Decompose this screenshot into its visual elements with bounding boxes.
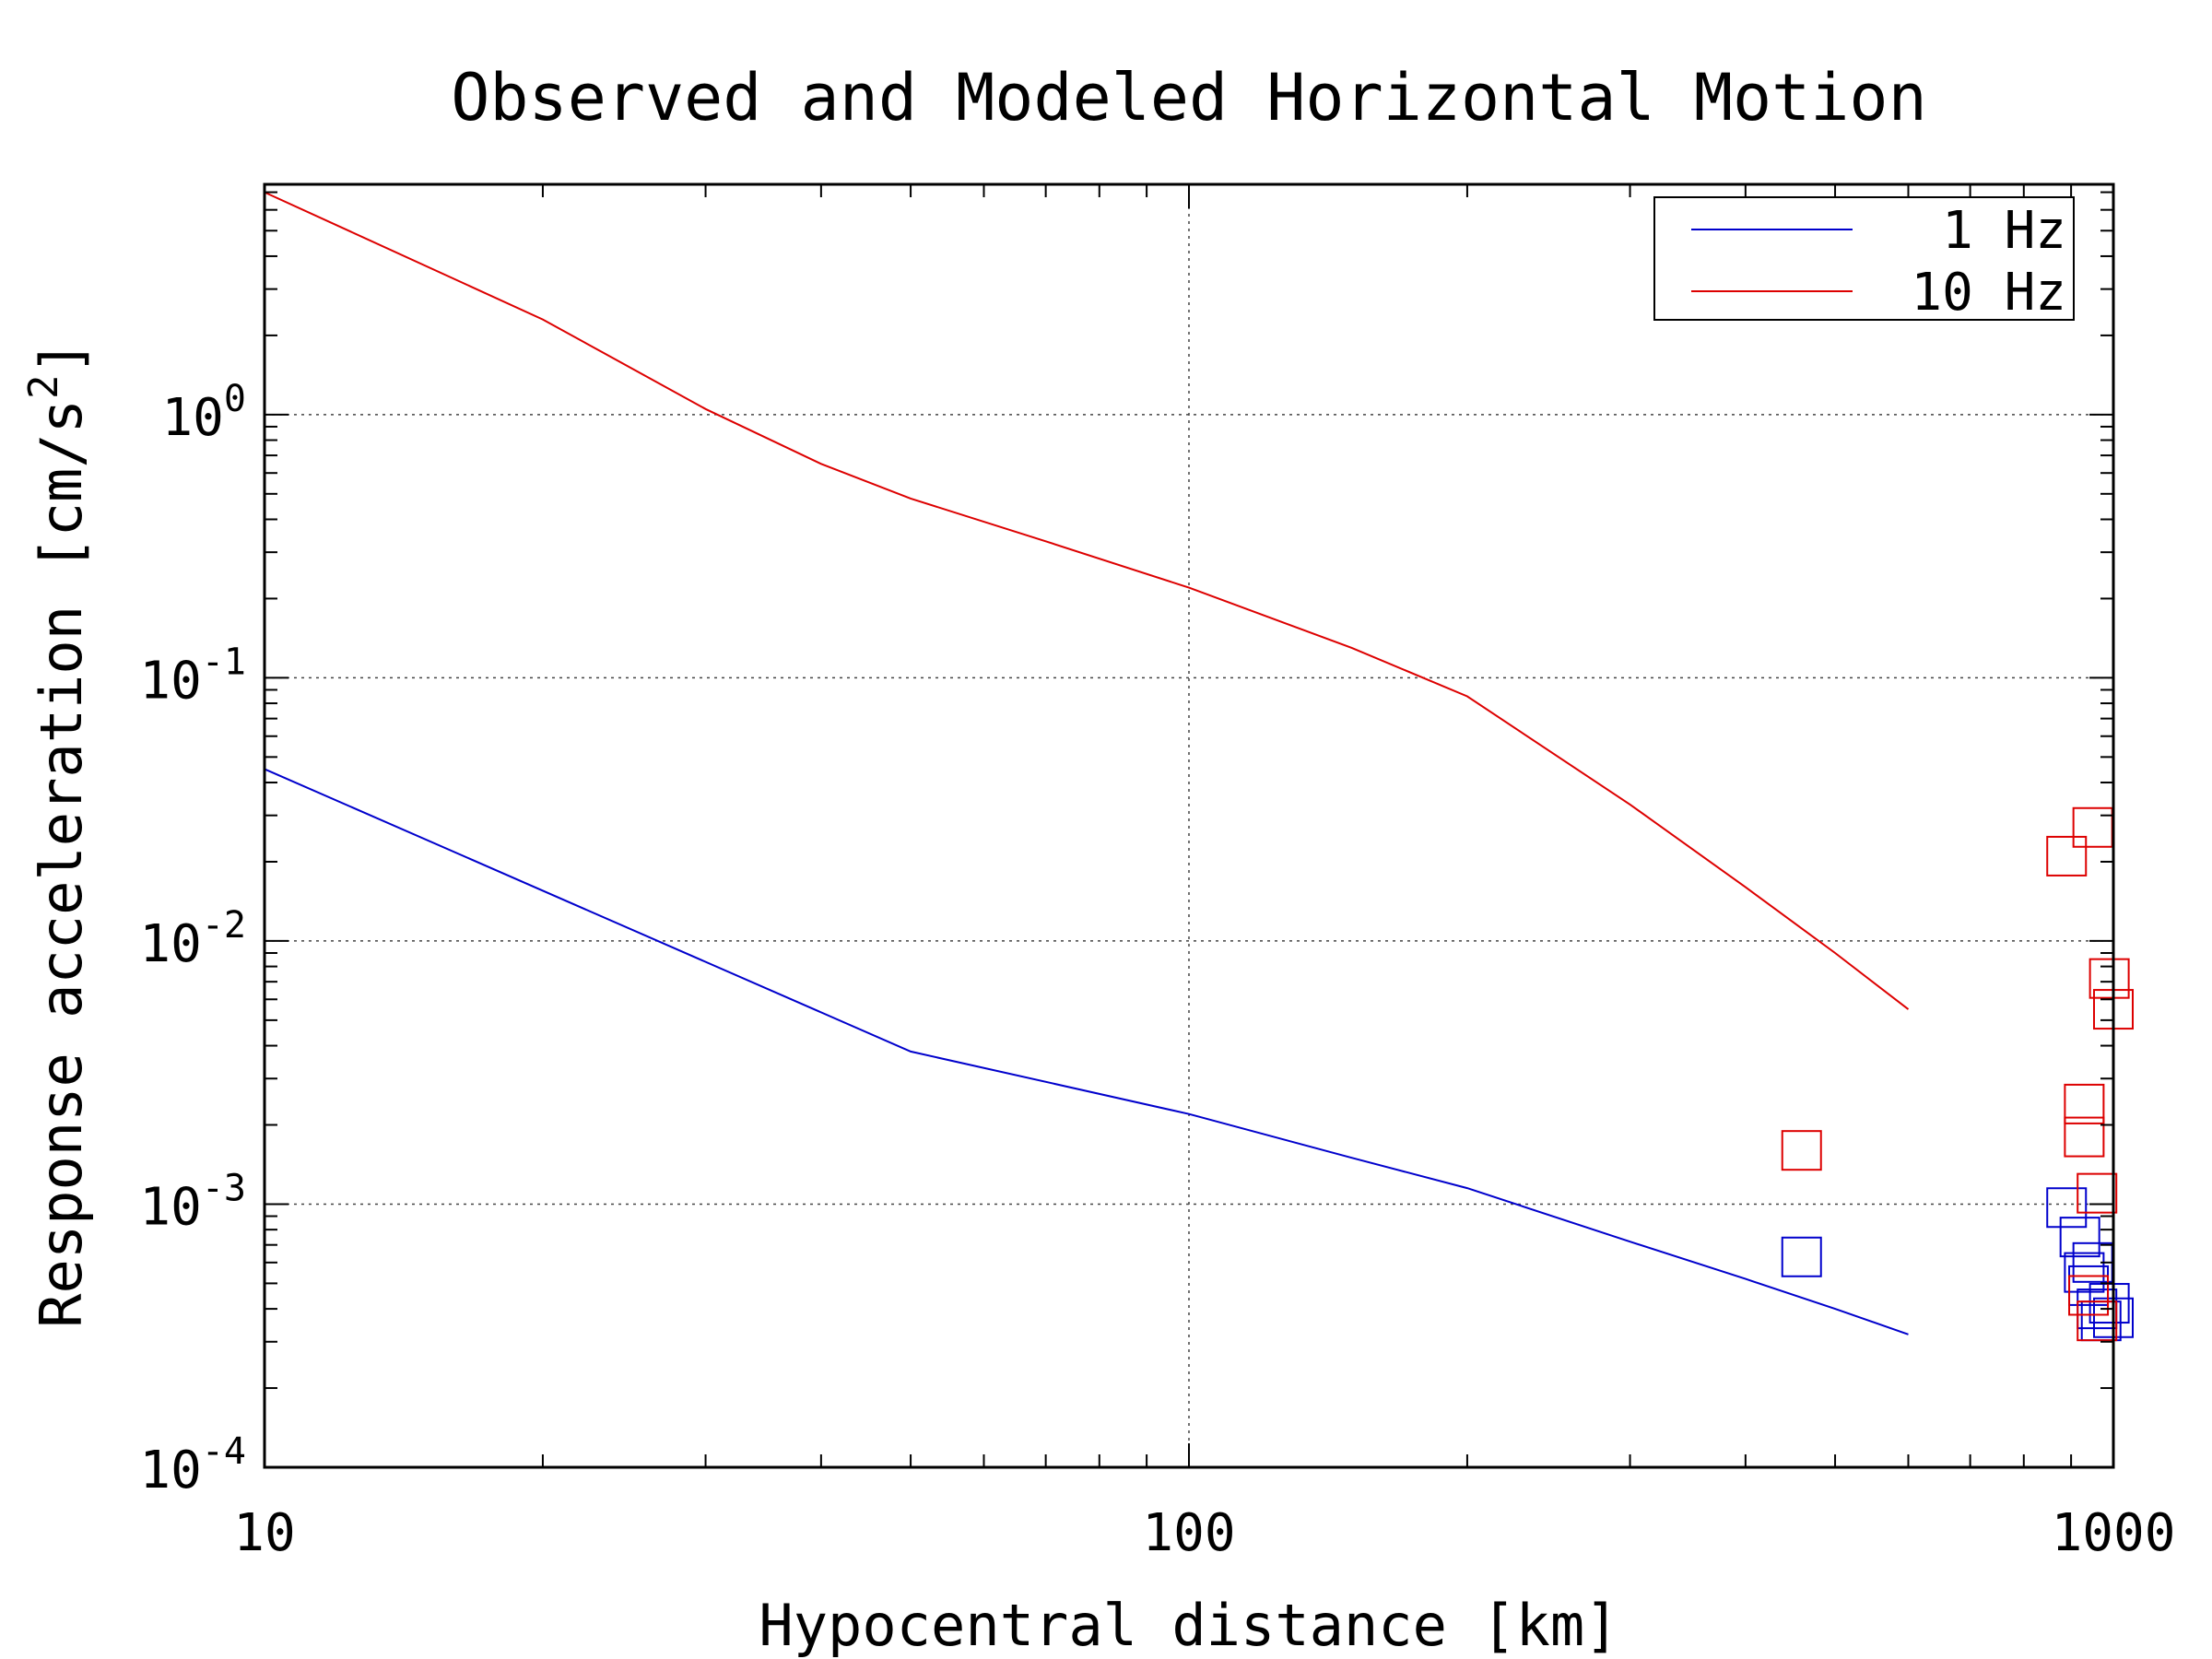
observed-point: [2064, 1116, 2105, 1158]
y-axis-label: Response acceleration [cm/s2]: [20, 340, 95, 1328]
grid: [265, 184, 2113, 1468]
legend-box: [1653, 196, 2075, 321]
observed-point: [1781, 1130, 1822, 1171]
observed-point: [2077, 1172, 2118, 1214]
y-tick-label-exponent: -3: [202, 1167, 246, 1209]
y-tick-label: 10-3: [139, 1167, 246, 1237]
observed-point: [2068, 1275, 2110, 1316]
y-tick-label-base: 10: [139, 1441, 201, 1500]
y-tick-label-exponent: -2: [202, 904, 246, 947]
y-tick-label-exponent: -4: [202, 1430, 246, 1473]
y-tick-label: 10-2: [139, 904, 246, 974]
observed-point: [2059, 1217, 2100, 1258]
x-axis-label: Hypocentral distance [km]: [759, 1592, 1618, 1659]
y-tick-label: 100: [161, 378, 246, 448]
legend-label: 10 Hz: [1911, 263, 2066, 323]
y-tick-label: 10-1: [139, 641, 246, 711]
observed-point: [2064, 1252, 2105, 1293]
plot-series: [264, 191, 2134, 1342]
observed-point: [2077, 1300, 2118, 1342]
observed-point: [2064, 1083, 2105, 1124]
y-tick-label-exponent: 0: [224, 378, 246, 420]
observed-point: [2088, 958, 2130, 999]
x-axis-ticks: 10 100 1000: [233, 1503, 2175, 1563]
x-tick-label: 10: [233, 1503, 295, 1563]
y-tick-label-exponent: -1: [202, 641, 246, 683]
series-line: [264, 191, 1910, 1010]
x-tick-label: 100: [1142, 1503, 1235, 1563]
y-axis-label-end: ]: [28, 340, 95, 374]
plot-frame: [263, 182, 2115, 1469]
y-tick-label-base: 10: [139, 1177, 201, 1237]
y-tick-label-base: 10: [139, 651, 201, 711]
y-tick-label-base: 10: [161, 388, 223, 448]
legend-label: 1 Hz: [1942, 201, 2066, 261]
series-line: [264, 768, 1909, 1335]
y-axis-label-main: Response acceleration [cm/s: [28, 399, 95, 1328]
y-tick-label: 10-4: [139, 1430, 246, 1500]
observed-point: [1781, 1236, 1822, 1277]
observed-point: [2072, 806, 2113, 848]
y-tick-label-base: 10: [139, 914, 201, 974]
observed-point: [2046, 835, 2088, 877]
y-axis-label-superscript: 2: [20, 374, 67, 399]
chart-title: Observed and Modeled Horizontal Motion: [451, 60, 1926, 135]
observed-point: [2046, 1187, 2088, 1229]
x-tick-label: 1000: [2052, 1503, 2176, 1563]
